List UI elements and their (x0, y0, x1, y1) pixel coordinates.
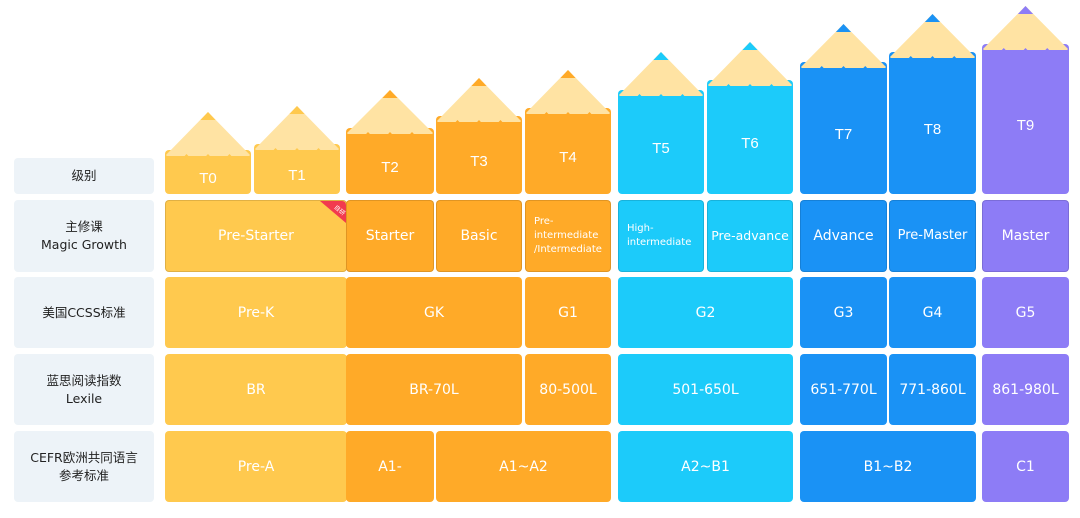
pencil-body-t2 (346, 128, 434, 194)
pencil-scallop (254, 148, 340, 156)
pencil-scallop (889, 56, 976, 64)
row-label-ccss: 美国CCSS标准 (14, 277, 154, 348)
pencil-scallop (618, 94, 704, 102)
cefr-a2-b1: A2~B1 (618, 431, 793, 502)
pencil-tip (742, 42, 758, 50)
pencil-tip (1017, 6, 1034, 14)
lexile-br: BR (165, 354, 347, 425)
lexile-80-500l: 80-500L (525, 354, 611, 425)
pencil-wood-t8 (889, 14, 976, 58)
level-label-t4: T4 (559, 149, 577, 166)
lexile-861-980l: 861-980L (982, 354, 1069, 425)
pencil-level-chart: T0 T1 T2 T3 T4 T5 T6 T7 T8 T9 (165, 6, 1069, 194)
pencil-scallop (982, 48, 1069, 56)
ccss-g1: G1 (525, 277, 611, 348)
level-label-t6: T6 (741, 135, 759, 152)
pencil-wood-t7 (800, 24, 887, 68)
pencil-tip (653, 52, 669, 60)
course-pre-master: Pre-Master (889, 200, 976, 272)
level-label-t2: T2 (381, 159, 399, 176)
pencil-tip (560, 70, 576, 78)
pencil-body-t5 (618, 90, 704, 194)
cefr-pre-a: Pre-A (165, 431, 347, 502)
course-high-intermediate: High- intermediate (618, 200, 704, 272)
pencil-tip (382, 90, 398, 98)
pencil-scallop (436, 120, 522, 128)
pencil-tip (471, 78, 487, 86)
course-pre-starter: Pre-Starter 自研 (165, 200, 347, 272)
pencil-wood-t5 (618, 52, 704, 96)
pencil-body-t3 (436, 116, 522, 194)
lexile-771-860l: 771-860L (889, 354, 976, 425)
pencil-wood-t9 (982, 6, 1069, 50)
level-label-t7: T7 (835, 126, 853, 143)
ccss-prek: Pre-K (165, 277, 347, 348)
ccss-g2: G2 (618, 277, 793, 348)
lexile-br-70l: BR-70L (346, 354, 522, 425)
pencil-wood-t2 (346, 90, 434, 134)
pencil-wood-t0 (165, 112, 251, 156)
pencil-scallop (525, 112, 611, 120)
cefr-a1-a2: A1~A2 (436, 431, 611, 502)
pencil-wood-t4 (525, 70, 611, 114)
lexile-501-650l: 501-650L (618, 354, 793, 425)
pencil-wood-t1 (254, 106, 340, 150)
pencil-body-t6 (707, 80, 793, 194)
level-label-t0: T0 (199, 170, 217, 187)
ccss-g5: G5 (982, 277, 1069, 348)
pencil-body-t4 (525, 108, 611, 194)
level-label-t3: T3 (470, 153, 488, 170)
level-label-t5: T5 (652, 140, 670, 157)
level-label-t1: T1 (288, 167, 306, 184)
cefr-b1-b2: B1~B2 (800, 431, 976, 502)
pencil-tip (835, 24, 852, 32)
level-label-t9: T9 (1017, 117, 1035, 134)
pencil-wood-t3 (436, 78, 522, 122)
pencil-scallop (800, 66, 887, 74)
lexile-651-770l: 651-770L (800, 354, 887, 425)
course-pre-advance: Pre-advance (707, 200, 793, 272)
pencil-tip (289, 106, 305, 114)
pencil-tip (924, 14, 941, 22)
level-label-t8: T8 (924, 121, 942, 138)
course-pre-intermediate: Pre- intermediate /Intermediate (525, 200, 611, 272)
badge-text: 自研 (332, 204, 347, 218)
badge-ribbon: 自研 (320, 201, 346, 223)
row-label-course: 主修课 Magic Growth (14, 200, 154, 272)
course-starter: Starter (346, 200, 434, 272)
pencil-tip (200, 112, 216, 120)
course-pre-starter-label: Pre-Starter (218, 228, 294, 244)
pencil-body-t9 (982, 44, 1069, 194)
pencil-body-t8 (889, 52, 976, 194)
cefr-a1: A1- (346, 431, 434, 502)
pencil-scallop (707, 84, 793, 92)
ccss-gk: GK (346, 277, 522, 348)
course-master: Master (982, 200, 1069, 272)
pencil-body-t1 (254, 144, 340, 194)
course-advance: Advance (800, 200, 887, 272)
pencil-body-t7 (800, 62, 887, 194)
pencil-scallop (346, 132, 434, 140)
ccss-g4: G4 (889, 277, 976, 348)
cefr-c1: C1 (982, 431, 1069, 502)
pencil-scallop (165, 154, 251, 162)
pencil-wood-t6 (707, 42, 793, 86)
row-label-lexile: 蓝思阅读指数 Lexile (14, 354, 154, 425)
course-basic: Basic (436, 200, 522, 272)
row-label-level: 级别 (14, 158, 154, 194)
row-label-cefr: CEFR欧洲共同语言 参考标准 (14, 431, 154, 502)
ccss-g3: G3 (800, 277, 887, 348)
